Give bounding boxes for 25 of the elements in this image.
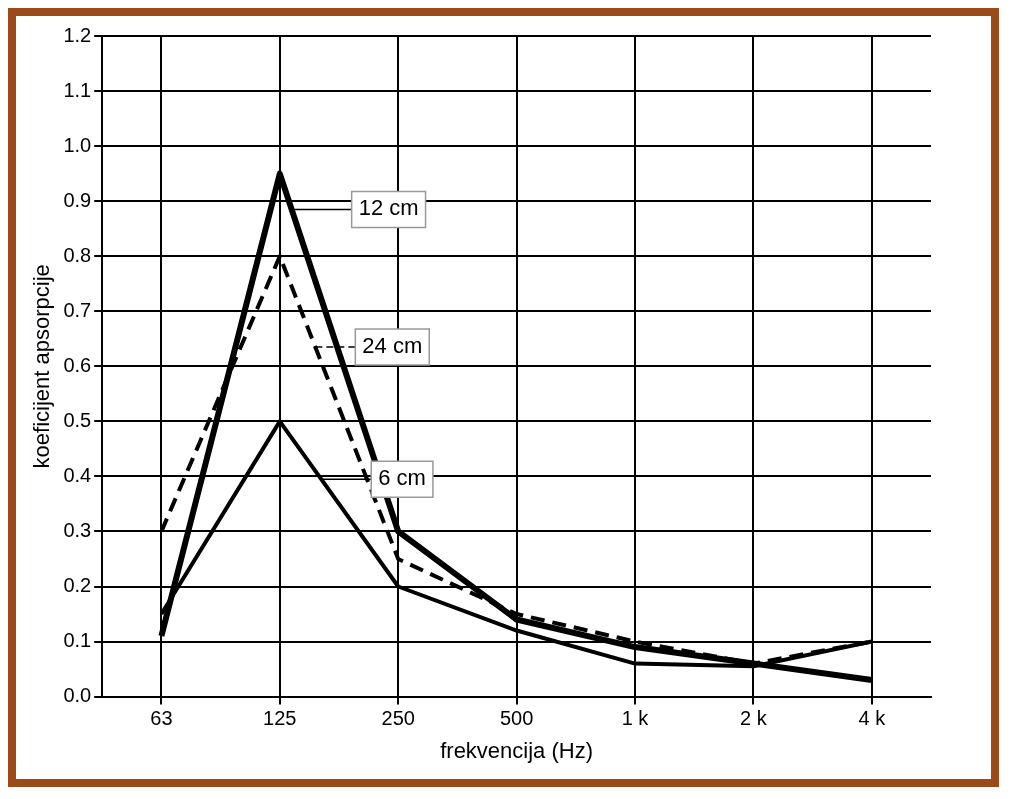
- x-tick-label: 63: [150, 707, 173, 730]
- legend-label: 24 cm: [362, 333, 423, 359]
- y-tick-label: 0.2: [63, 574, 92, 597]
- y-tick-label: 0.6: [63, 353, 92, 376]
- y-tick-label: 0.1: [63, 629, 92, 652]
- x-axis-title: frekvencija (Hz): [440, 737, 594, 763]
- y-tick-label: 1.1: [63, 78, 92, 101]
- x-tick-label: 500: [499, 707, 534, 730]
- x-tick-label: 250: [381, 707, 415, 730]
- legend-label: 6 cm: [378, 465, 426, 491]
- x-tick-label: 2 k: [740, 707, 768, 730]
- y-tick-label: 0.0: [63, 684, 92, 707]
- y-axis-title: koeficijent apsorpcije: [29, 264, 55, 469]
- y-tick-label: 0.4: [63, 463, 92, 486]
- y-tick-label: 1.0: [63, 133, 92, 156]
- y-tick-label: 0.3: [63, 518, 92, 541]
- legend-label: 12 cm: [358, 195, 419, 221]
- y-tick-label: 0.7: [63, 298, 92, 321]
- x-tick-label: 4 k: [858, 707, 887, 730]
- x-tick-label: 125: [263, 707, 297, 730]
- x-tick-label: 1 k: [621, 707, 650, 730]
- y-tick-label: 1.2: [63, 23, 92, 46]
- y-tick-label: 0.8: [63, 243, 92, 266]
- y-tick-label: 0.5: [63, 408, 92, 431]
- y-tick-label: 0.9: [63, 188, 92, 211]
